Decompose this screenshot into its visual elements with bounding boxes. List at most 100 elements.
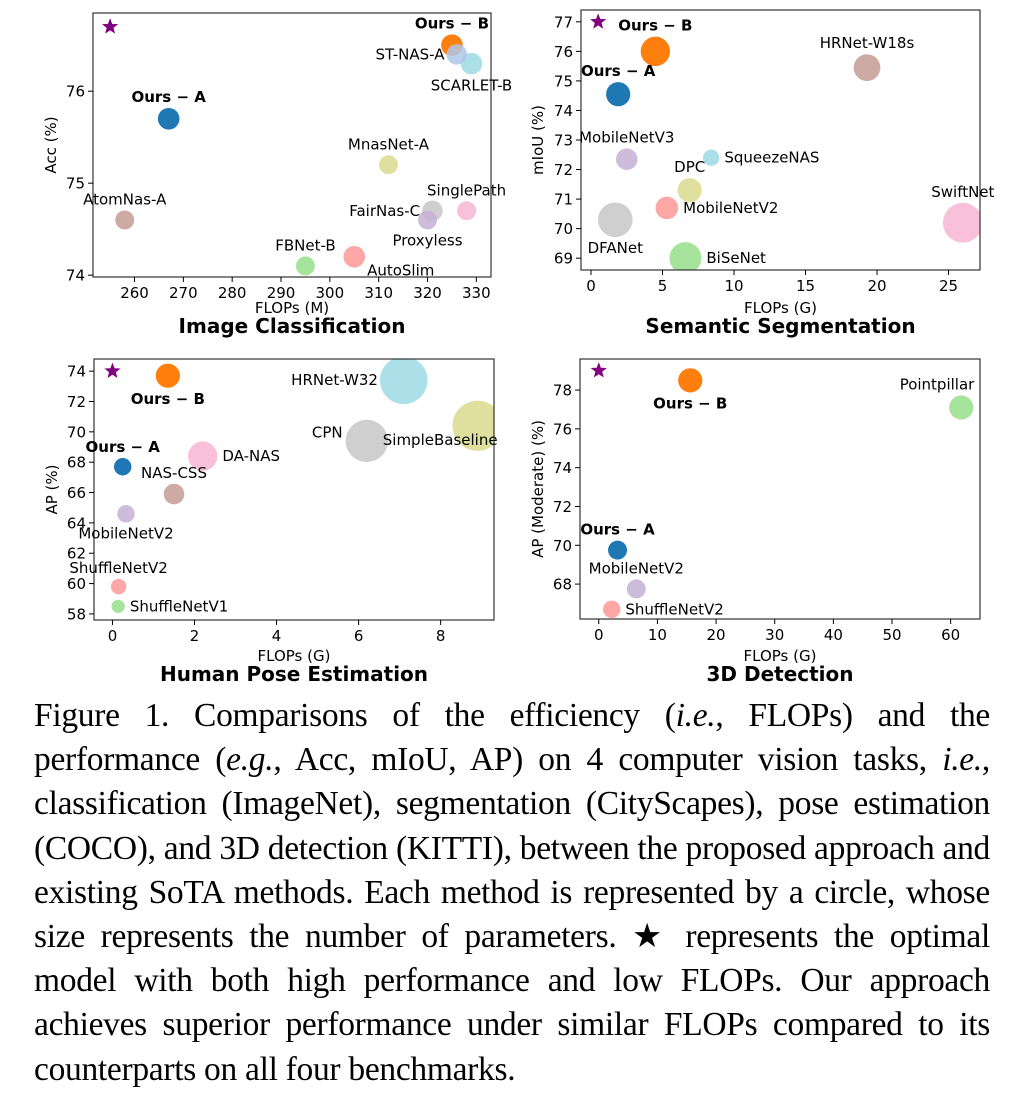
point-label: MobileNetV2 bbox=[683, 199, 778, 217]
y-tick-label: 74 bbox=[67, 363, 86, 381]
y-tick-label: 64 bbox=[67, 514, 86, 532]
x-tick-label: 2 bbox=[190, 627, 200, 645]
point-label: ShuffleNetV1 bbox=[130, 597, 228, 615]
data-point bbox=[378, 155, 398, 175]
caption-text: , Acc, mIoU, AP) on 4 computer vision ta… bbox=[273, 741, 943, 779]
y-tick-label: 70 bbox=[67, 423, 86, 441]
x-tick-label: 20 bbox=[867, 277, 886, 295]
data-point bbox=[457, 201, 477, 221]
x-tick-label: 5 bbox=[658, 277, 668, 295]
point-label: DFANet bbox=[588, 239, 644, 257]
y-tick-label: 62 bbox=[67, 545, 86, 563]
panel-title: Semantic Segmentation bbox=[645, 314, 915, 338]
y-tick-label: 60 bbox=[67, 575, 86, 593]
x-tick-label: 60 bbox=[941, 626, 960, 644]
chart-panel-3: 0 10 20 30 40 50 60 68 70 72 74 76 78 FLOPs (G) AP (Mo… bbox=[529, 358, 981, 686]
point-label: CPN bbox=[312, 424, 343, 442]
x-tick-label: 20 bbox=[707, 626, 726, 644]
x-tick-label: 4 bbox=[272, 627, 282, 645]
y-tick-label: 72 bbox=[67, 393, 86, 411]
y-tick-label: 76 bbox=[66, 83, 85, 101]
x-tick-label: 310 bbox=[364, 284, 393, 302]
x-axis-label: FLOPs (G) bbox=[744, 299, 817, 317]
x-axis-label: FLOPs (G) bbox=[258, 647, 331, 665]
point-label: MnasNet-A bbox=[348, 135, 430, 153]
y-axis-label: AP (Moderate) (%) bbox=[529, 420, 547, 558]
data-points bbox=[104, 359, 494, 613]
point-label: Ours − A bbox=[580, 521, 655, 539]
point-label: MobileNetV3 bbox=[579, 128, 674, 146]
point-label: DA-NAS bbox=[222, 447, 280, 465]
x-tick-label: 10 bbox=[724, 277, 743, 295]
data-point bbox=[295, 256, 315, 276]
caption-italic-abbrev: i.e. bbox=[675, 697, 716, 734]
point-label: Ours − B bbox=[415, 14, 489, 32]
x-tick-label: 320 bbox=[413, 284, 442, 302]
x-axis-label: FLOPs (G) bbox=[744, 647, 817, 665]
y-tick-label: 74 bbox=[66, 267, 85, 285]
plot-frame bbox=[93, 358, 495, 621]
x-tick-label: 300 bbox=[316, 284, 345, 302]
chart-panel-1: 0 5 10 15 20 25 69 70 71 72 73 74 75 76 77 FLOPs (G) mIo… bbox=[529, 9, 995, 338]
y-tick-label: 75 bbox=[66, 175, 85, 193]
y-tick-label: 75 bbox=[554, 72, 573, 90]
data-point bbox=[655, 196, 679, 220]
x-tick-label: 40 bbox=[824, 626, 843, 644]
point-label: Ours − A bbox=[131, 88, 206, 106]
chart-panel-0: 260 270 280 290 300 310 320 330 74 75 76 FLOPs (M) A… bbox=[42, 12, 512, 338]
data-point bbox=[626, 579, 646, 599]
x-tick-label: 30 bbox=[765, 626, 784, 644]
data-point bbox=[110, 578, 127, 595]
data-point bbox=[602, 600, 621, 619]
y-tick-label: 69 bbox=[554, 250, 573, 268]
data-point bbox=[157, 107, 180, 130]
point-label: SCARLET-B bbox=[431, 76, 512, 94]
data-points bbox=[102, 18, 483, 276]
x-tick-label: 260 bbox=[120, 284, 149, 302]
point-label: MobileNetV2 bbox=[78, 524, 173, 542]
data-point bbox=[677, 178, 702, 203]
x-tick-label: 25 bbox=[939, 277, 958, 295]
x-tick-label: 0 bbox=[108, 627, 118, 645]
point-label: Ours − B bbox=[618, 17, 692, 35]
point-label: ST-NAS-A bbox=[375, 45, 445, 63]
panel-title: 3D Detection bbox=[706, 662, 853, 686]
data-point bbox=[343, 245, 366, 268]
data-point bbox=[608, 540, 628, 560]
data-point bbox=[702, 149, 720, 166]
x-tick-label: 15 bbox=[796, 277, 815, 295]
caption-text: , FLOPs) and the performance ( bbox=[34, 697, 991, 779]
point-label: Pointpillar bbox=[900, 375, 975, 393]
point-label: FBNet-B bbox=[275, 236, 335, 254]
data-point bbox=[942, 202, 980, 243]
data-point bbox=[113, 458, 132, 476]
y-tick-label: 77 bbox=[554, 13, 573, 31]
point-label: NAS-CSS bbox=[141, 464, 207, 482]
data-point bbox=[669, 242, 702, 270]
figure-number: Figure 1. bbox=[34, 697, 170, 734]
data-point bbox=[418, 210, 438, 230]
point-label: SwiftNet bbox=[931, 183, 994, 201]
point-label: Ours − A bbox=[581, 62, 656, 80]
data-point bbox=[598, 202, 633, 238]
x-tick-label: 10 bbox=[648, 626, 667, 644]
y-tick-label: 70 bbox=[554, 220, 573, 238]
optimal-star-icon bbox=[590, 362, 607, 378]
point-label: Ours − B bbox=[653, 394, 727, 412]
figure-caption: Figure 1. Comparisons of the efficiency … bbox=[34, 694, 990, 1092]
point-label: DPC bbox=[674, 158, 705, 176]
plot-frame bbox=[92, 12, 492, 278]
x-tick-label: 270 bbox=[169, 284, 198, 302]
optimal-star-icon bbox=[104, 362, 121, 379]
point-label: FairNas-C bbox=[349, 202, 420, 220]
x-axis-label: FLOPs (M) bbox=[255, 299, 329, 317]
x-tick-label: 8 bbox=[436, 627, 446, 645]
point-label: ShuffleNetV2 bbox=[69, 559, 167, 577]
optimal-star-icon bbox=[102, 18, 119, 34]
y-tick-label: 76 bbox=[553, 420, 572, 438]
x-tick-label: 6 bbox=[354, 627, 364, 645]
y-tick-label: 72 bbox=[553, 498, 572, 516]
data-point bbox=[188, 441, 218, 471]
y-tick-label: 58 bbox=[67, 605, 86, 623]
